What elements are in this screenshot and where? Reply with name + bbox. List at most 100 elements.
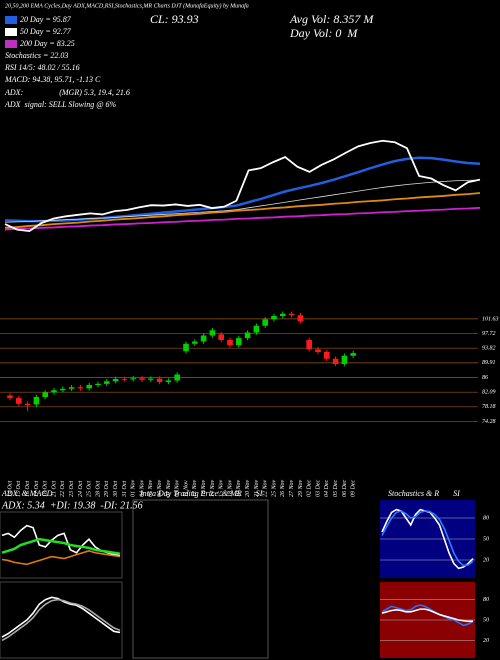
- annotation: ADX signal: SELL Slowing @ 6%: [4, 100, 117, 109]
- annotation: Avg Vol: 8.357 M: [289, 12, 374, 26]
- candle-body: [130, 378, 136, 380]
- candle-body: [42, 392, 48, 397]
- legend-swatch: [5, 16, 17, 24]
- y-tick-label: 50: [483, 536, 489, 542]
- x-tick-label: 25 Oct: [87, 481, 93, 497]
- candle-body: [315, 349, 321, 352]
- x-tick-label: 11 Nov: [183, 480, 189, 497]
- x-tick-label: 06 Dec: [342, 480, 348, 497]
- candle-body: [306, 340, 312, 350]
- indicator-line: [381, 604, 474, 627]
- x-tick-label: 21 Oct: [51, 481, 57, 497]
- x-tick-label: 04 Nov: [138, 479, 145, 497]
- x-tick-label: 09 Dec: [351, 480, 357, 497]
- candle-body: [95, 383, 101, 385]
- annotation: 20 Day = 95.87: [20, 15, 72, 24]
- candle-body: [271, 316, 277, 320]
- candle-body: [253, 325, 260, 333]
- x-tick-label: 28 Oct: [95, 481, 101, 497]
- indicator-line: [1, 537, 121, 555]
- candle-body: [24, 403, 31, 406]
- x-tick-label: 03 Dec: [315, 480, 321, 497]
- x-tick-label: 07 Nov: [166, 479, 172, 497]
- y-tick-label: 78.18: [482, 404, 496, 410]
- candle-body: [174, 374, 180, 381]
- x-tick-label: 15 Oct: [16, 481, 22, 497]
- x-tick-label: 06 Nov: [157, 479, 163, 497]
- indicator-line: [381, 608, 473, 623]
- panel-frame: [0, 511, 123, 579]
- candle-body: [297, 315, 304, 322]
- candle-body: [192, 341, 198, 344]
- annotation: 50 Day = 92.77: [20, 27, 72, 36]
- moving-average: [4, 179, 481, 223]
- x-tick-label: 29 Nov: [298, 479, 304, 497]
- annotation: RSI 14/5: 48.02 / 55.16: [4, 63, 80, 72]
- candle-body: [227, 340, 233, 346]
- x-tick-label: 24 Oct: [77, 481, 84, 497]
- candle-body: [148, 378, 154, 380]
- x-tick-label: 16 Oct: [25, 481, 31, 497]
- chart-title: 20,50,200 EMA Cycles,Day ADX,MACD,RSI,St…: [5, 2, 249, 9]
- candle-body: [121, 379, 128, 380]
- candle-body: [68, 387, 75, 389]
- panel-title: ADX & MACD: [1, 489, 53, 498]
- x-tick-label: 30 Oct: [113, 481, 119, 498]
- indicator-line: [1, 598, 121, 642]
- x-tick-label: 23 Oct: [69, 481, 75, 497]
- x-tick-label: 17 Oct: [34, 481, 40, 497]
- price-line: [4, 139, 481, 233]
- y-tick-label: 86: [482, 375, 488, 381]
- annotation: CL: 93.93: [150, 12, 199, 26]
- candle-body: [341, 355, 348, 364]
- x-tick-label: 14 Oct: [6, 481, 13, 497]
- legend-swatch: [5, 28, 17, 36]
- x-tick-label: 04 Dec: [323, 480, 330, 497]
- y-tick-label: 82.09: [482, 390, 496, 396]
- annotation: Day Vol: 0 M: [289, 26, 358, 40]
- x-tick-label: 13 Nov: [201, 479, 207, 497]
- y-tick-label: 101.63: [482, 316, 499, 322]
- moving-average: [4, 206, 481, 231]
- x-tick-label: 29 Oct: [104, 481, 110, 497]
- x-tick-label: 19 Nov: [236, 479, 242, 497]
- candle-body: [324, 352, 330, 359]
- candle-body: [280, 313, 286, 316]
- x-tick-label: 31 Oct: [122, 481, 128, 498]
- y-tick-label: 97.72: [482, 331, 496, 337]
- y-tick-label: 74.28: [482, 418, 496, 425]
- y-tick-label: 20: [483, 638, 489, 644]
- y-tick-label: 93.82: [482, 346, 496, 352]
- candle-body: [165, 380, 172, 382]
- y-tick-label: 80: [483, 515, 489, 521]
- candle-body: [288, 313, 295, 316]
- x-tick-label: 01 Nov: [131, 479, 137, 497]
- candle-body: [218, 334, 224, 340]
- candle-body: [33, 397, 40, 405]
- x-tick-label: 20 Nov: [245, 479, 251, 497]
- x-tick-label: 27 Nov: [289, 479, 295, 497]
- legend-swatch: [5, 40, 17, 48]
- indicator-line: [381, 510, 474, 567]
- y-tick-label: 50: [483, 617, 489, 623]
- candle-body: [244, 332, 251, 339]
- candle-body: [200, 335, 207, 342]
- x-tick-label: 22 Oct: [60, 481, 66, 497]
- candle-body: [51, 390, 57, 393]
- x-tick-label: 08 Nov: [175, 479, 181, 497]
- y-tick-label: 89.91: [482, 360, 496, 366]
- x-tick-label: 12 Nov: [192, 479, 198, 497]
- panel-title: Intra Day Trading Price & MR SI: [139, 489, 263, 498]
- panel-subtitle: ADX: 5.34 +DI: 19.38 -DI: 21.56: [1, 500, 143, 511]
- panel-frame: [0, 581, 123, 659]
- indicator-line: [1, 549, 121, 566]
- candle-body: [209, 330, 216, 336]
- annotation: MACD: 94.38, 95.71, -1.13 C: [4, 75, 101, 84]
- annotation: Stochastics = 22.03: [5, 51, 68, 60]
- candle-body: [332, 358, 339, 364]
- candle-body: [236, 338, 242, 346]
- candle-body: [7, 395, 13, 399]
- x-tick-label: 22 Nov: [263, 479, 269, 497]
- annotation: 200 Day = 83.25: [20, 39, 75, 48]
